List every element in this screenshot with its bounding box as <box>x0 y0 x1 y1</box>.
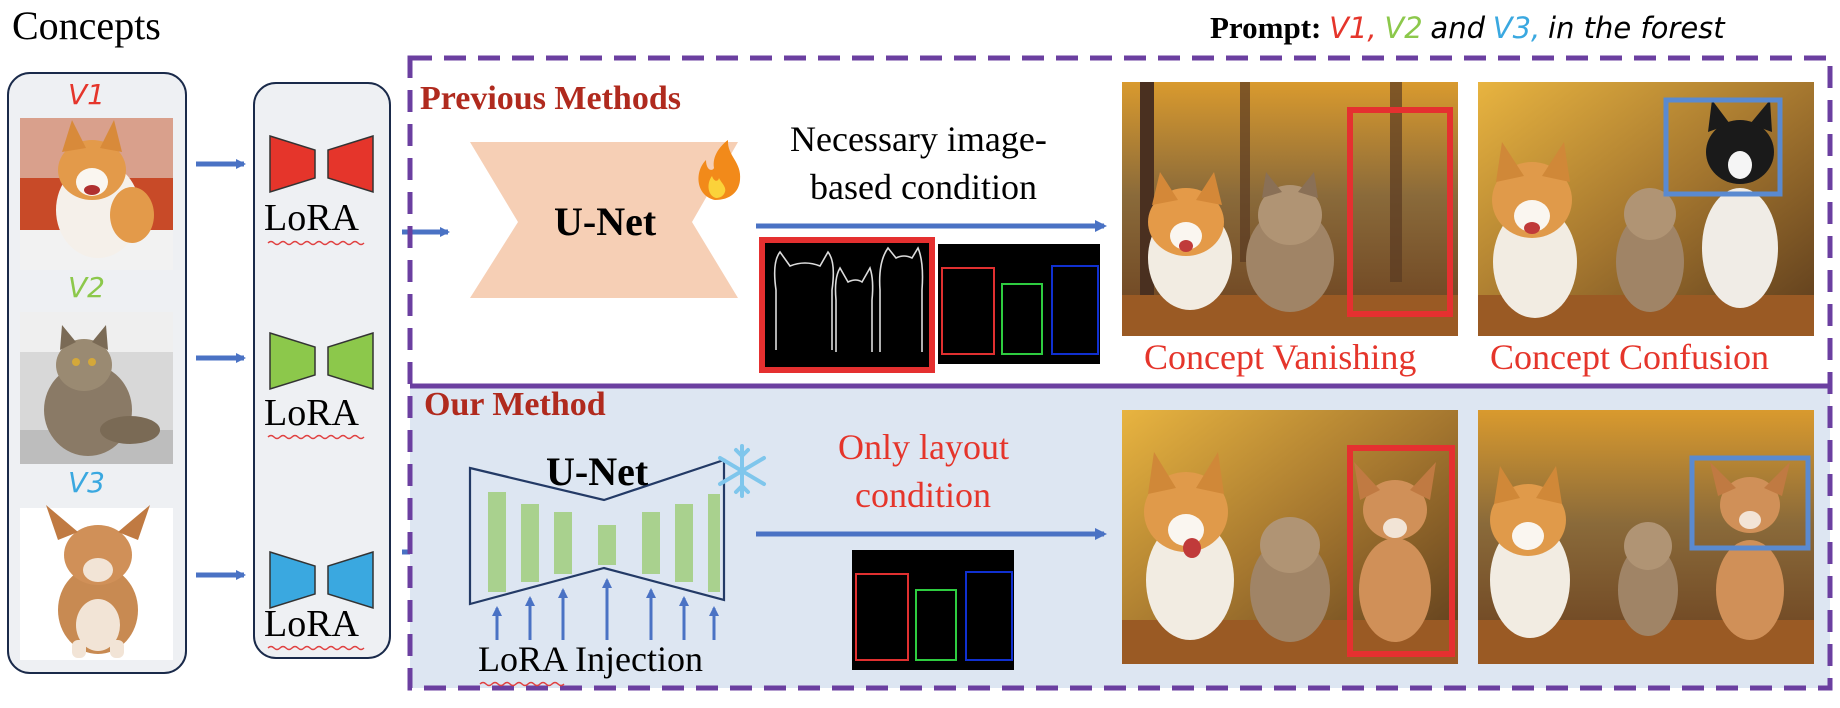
concept-image-v1 <box>20 118 173 270</box>
concept-confusion-label: Concept Confusion <box>1490 337 1769 377</box>
concept-image-v2 <box>20 312 173 464</box>
methods-frame <box>407 55 1833 691</box>
our-condition-line1: Only layout <box>838 427 1009 467</box>
concept-label-v2: V2 <box>68 271 105 304</box>
lora-label-2: LoRA <box>264 392 359 434</box>
prompt-v3: V3, <box>1492 11 1541 45</box>
our-method-title: Our Method <box>424 386 606 423</box>
lora-shape-v2 <box>269 331 374 391</box>
result-image-ours-right <box>1478 410 1814 664</box>
lora-panel <box>253 82 391 659</box>
our-unet-label: U-Net <box>546 449 649 494</box>
previous-unet-label: U-Net <box>554 199 657 244</box>
lora-label-3: LoRA <box>264 603 359 645</box>
box-condition-image-ours <box>852 550 1014 670</box>
our-unet-shape <box>468 458 726 606</box>
concept-label-v1: V1 <box>68 78 105 111</box>
concept-vanishing-label: Concept Vanishing <box>1144 337 1417 377</box>
lora-injection-label: LoRA Injection <box>478 639 703 679</box>
lora-injection-arrows <box>492 578 719 640</box>
result-image-vanishing <box>1122 82 1458 336</box>
previous-methods-title: Previous Methods <box>420 80 681 117</box>
concepts-heading: Concepts <box>12 3 161 48</box>
previous-condition-line1: Necessary image- <box>790 119 1047 159</box>
prompt-v2: V2 <box>1384 11 1423 45</box>
concept-image-v3 <box>20 505 173 660</box>
box-condition-image-previous <box>938 244 1100 364</box>
previous-unet-shape <box>470 142 738 298</box>
prompt-v1: V1, <box>1329 11 1377 45</box>
result-image-confusion <box>1478 82 1814 336</box>
lora-shape-v3 <box>269 550 374 610</box>
prompt-and: and <box>1430 11 1485 45</box>
result-image-ours-left <box>1122 410 1458 664</box>
sketch-condition-image <box>759 237 935 373</box>
snowflake-icon <box>718 444 766 498</box>
lora-label-1: LoRA <box>264 197 359 239</box>
fire-icon <box>698 140 741 200</box>
concept-label-v3: V3 <box>68 466 105 499</box>
our-condition-line2: condition <box>855 475 991 515</box>
lora-shape-v1 <box>269 134 374 194</box>
prompt-line: Prompt: V1, V2 and V3, in the forest <box>1210 10 1725 46</box>
prompt-prefix: Prompt: <box>1210 10 1322 45</box>
previous-condition-line2: based condition <box>810 167 1037 207</box>
prompt-rest: in the forest <box>1548 11 1725 45</box>
